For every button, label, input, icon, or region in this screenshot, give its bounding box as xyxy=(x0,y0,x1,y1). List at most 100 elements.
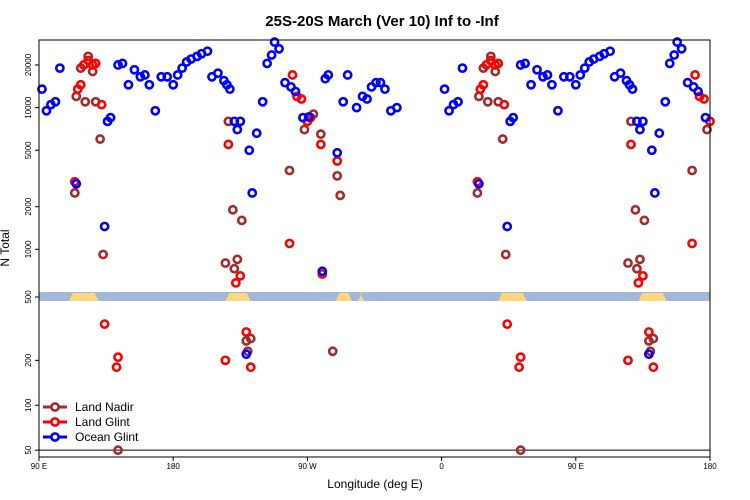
data-point xyxy=(338,96,349,107)
data-point xyxy=(262,58,273,69)
data-point xyxy=(623,355,633,366)
data-point xyxy=(473,178,484,189)
data-point xyxy=(515,445,526,456)
land-segment xyxy=(68,293,99,301)
y-tick-label: 50 xyxy=(24,445,33,454)
y-tick-label: 10000 xyxy=(24,96,33,119)
data-points xyxy=(37,37,715,456)
data-point xyxy=(213,68,223,79)
plot-frame xyxy=(38,39,711,458)
data-point xyxy=(235,270,246,281)
data-point xyxy=(654,128,665,139)
data-point xyxy=(630,204,641,215)
data-point xyxy=(235,116,246,127)
data-point xyxy=(478,79,489,90)
data-point xyxy=(232,124,243,135)
series-land-nadir xyxy=(69,51,712,456)
data-point xyxy=(150,105,161,116)
y-tick-label: 500 xyxy=(24,290,33,304)
data-point xyxy=(332,156,343,166)
data-point xyxy=(380,84,390,95)
data-point xyxy=(485,51,496,62)
data-point xyxy=(113,352,123,363)
data-point xyxy=(500,249,511,260)
data-point xyxy=(664,58,675,69)
data-point xyxy=(41,105,52,116)
data-point xyxy=(453,96,463,107)
y-tick-label: 2000 xyxy=(24,197,33,215)
land-ocean-band xyxy=(39,292,710,301)
data-point xyxy=(299,124,310,135)
data-point xyxy=(224,84,235,95)
y-tick-label: 1000 xyxy=(24,240,33,258)
data-point xyxy=(335,190,346,201)
data-point xyxy=(244,145,255,156)
data-point xyxy=(687,165,698,176)
data-point xyxy=(113,60,123,70)
data-point xyxy=(502,221,513,232)
data-point xyxy=(172,70,183,80)
legend-marker xyxy=(50,432,60,442)
data-point xyxy=(129,64,140,75)
data-point xyxy=(648,333,659,344)
y-axis-ticks: 50 100 200 500 1000 2000 5000 10000 20000 xyxy=(24,53,39,455)
data-point xyxy=(202,46,213,57)
data-point xyxy=(672,37,683,47)
data-point xyxy=(457,63,468,74)
data-point xyxy=(633,277,644,288)
data-point xyxy=(649,188,660,198)
data-point xyxy=(245,362,256,373)
data-point xyxy=(623,258,633,268)
data-point xyxy=(699,94,709,104)
data-point xyxy=(605,46,615,57)
data-point xyxy=(575,70,586,80)
series-land-glint xyxy=(69,55,715,373)
data-point xyxy=(37,84,47,95)
data-point xyxy=(230,277,241,288)
data-point xyxy=(251,128,262,139)
data-point xyxy=(332,147,343,158)
data-point xyxy=(227,204,238,215)
series-ocean-glint xyxy=(37,37,711,360)
data-point xyxy=(472,188,483,198)
data-point xyxy=(643,327,654,337)
data-point xyxy=(439,84,450,95)
data-point xyxy=(162,71,173,82)
data-point xyxy=(315,129,326,140)
data-point xyxy=(220,355,231,366)
data-point xyxy=(113,445,123,456)
data-point xyxy=(547,79,557,90)
data-point xyxy=(323,70,334,80)
data-point xyxy=(266,50,277,60)
land-segment xyxy=(358,293,365,301)
y-tick-label: 5000 xyxy=(24,141,33,159)
land-segment xyxy=(498,293,527,301)
data-point xyxy=(497,134,508,144)
data-point xyxy=(71,178,82,189)
data-point xyxy=(669,50,680,60)
data-point xyxy=(232,254,243,265)
data-point xyxy=(700,112,711,123)
data-point xyxy=(632,263,642,274)
data-point xyxy=(676,43,687,54)
data-point xyxy=(98,249,109,260)
data-point xyxy=(564,71,575,82)
data-point xyxy=(526,79,536,90)
data-point xyxy=(317,266,328,277)
data-point xyxy=(236,215,247,226)
data-point xyxy=(627,84,638,95)
data-point xyxy=(515,352,526,363)
data-point xyxy=(95,134,106,144)
data-point xyxy=(660,96,671,107)
data-point xyxy=(80,96,91,107)
legend-label: Ocean Glint xyxy=(75,430,139,444)
data-point xyxy=(693,86,703,97)
data-point xyxy=(391,102,402,113)
data-point xyxy=(69,188,80,198)
data-point xyxy=(643,349,654,360)
data-point xyxy=(111,362,122,373)
data-point xyxy=(96,99,107,110)
data-point xyxy=(502,319,513,330)
